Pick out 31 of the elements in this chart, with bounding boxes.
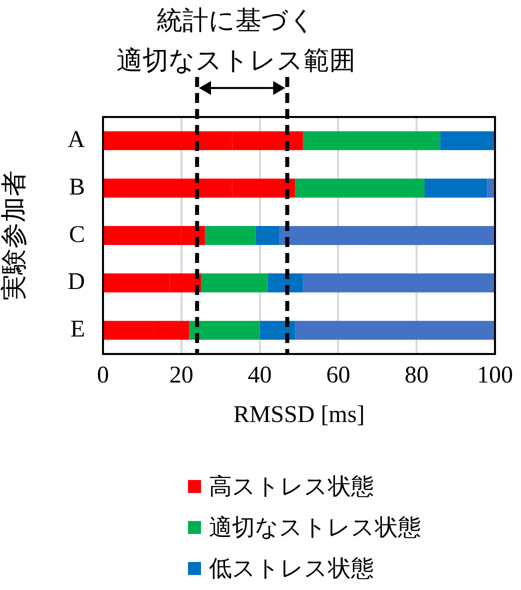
bar [204,226,256,245]
bar [260,320,296,340]
y-tick-label: C [68,222,85,248]
legend-label: 高ストレス状態 [209,474,374,500]
bar [201,273,268,292]
x-tick-label: 100 [477,362,513,389]
x-tick-label: 60 [326,362,350,389]
bar [256,226,280,245]
text: 適切なストレス範囲 [116,46,356,75]
bar [424,178,488,198]
legend-label: 低ストレス状態 [209,556,374,582]
y-tick-label: A [68,126,86,153]
y-tick-label: B [68,174,85,200]
x-tick-label: 40 [248,362,272,389]
bar [295,178,424,198]
legend-label: 適切なストレス状態 [209,514,421,540]
y-axis-title: 実験参加者 [0,170,28,300]
bar [189,320,260,340]
bar [302,273,495,292]
bar [268,273,303,292]
bar [279,226,495,245]
x-tick-label: 80 [404,362,429,389]
bar [440,131,495,150]
bar [295,320,495,340]
x-axis-title: RMSSD [ms] [233,402,365,428]
bar [302,131,440,150]
x-tick-label: 20 [169,362,194,389]
y-tick-label: E [70,316,85,343]
x-tick-label: 0 [97,362,109,389]
y-tick-label: D [68,269,85,296]
text: 統計に基づく [156,6,316,35]
